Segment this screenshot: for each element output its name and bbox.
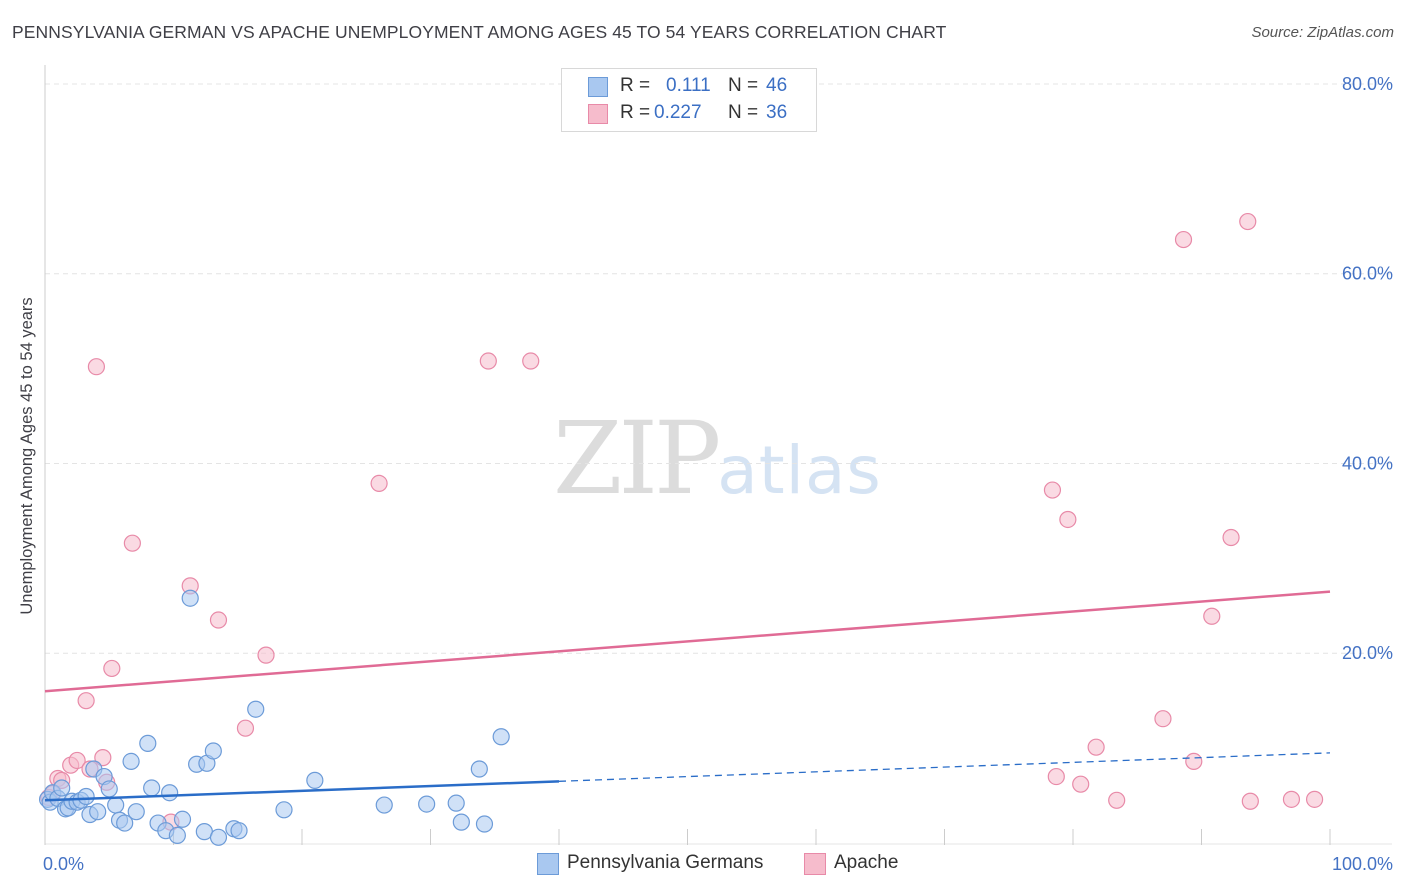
pennsylvania-germans-point xyxy=(89,803,107,821)
legend-r-value: 0.227 xyxy=(654,102,702,123)
pennsylvania-germans-point xyxy=(53,779,71,797)
pennsylvania-germans-point xyxy=(139,734,157,752)
pennsylvania-germans-point xyxy=(127,803,145,821)
apache-point xyxy=(1047,767,1065,786)
pennsylvania-germans-point xyxy=(107,796,125,814)
pennsylvania-germans-point xyxy=(77,787,95,806)
apache-point xyxy=(236,719,255,737)
y-tick-label: 40.0% xyxy=(1342,453,1393,473)
apache-point xyxy=(1087,738,1105,756)
legend-swatch-blue xyxy=(588,77,608,97)
apache-point xyxy=(87,358,106,376)
pennsylvania-germans-point xyxy=(418,795,436,813)
pennsylvania-germans-point xyxy=(204,742,222,760)
bottom-legend-swatch-pink xyxy=(804,853,826,875)
pennsylvania-germans-point xyxy=(492,728,510,746)
pennsylvania-germans-point xyxy=(143,779,161,797)
legend-n-label: N = xyxy=(728,102,759,123)
pennsylvania-germans-point xyxy=(116,814,134,832)
pennsylvania-germans-trend-extension xyxy=(558,752,1331,782)
bottom-legend-label: Pennsylvania Germans xyxy=(567,852,764,873)
apache-point xyxy=(1241,792,1259,810)
pennsylvania-germans-point xyxy=(452,813,470,831)
apache-point xyxy=(1059,510,1077,529)
apache-point xyxy=(1305,790,1324,808)
apache-point xyxy=(1203,607,1221,625)
apache-point xyxy=(209,611,228,629)
apache-point xyxy=(123,534,141,552)
apache-point xyxy=(1108,791,1126,809)
pennsylvania-germans-point xyxy=(100,780,118,798)
chart-title: PENNSYLVANIA GERMAN VS APACHE UNEMPLOYME… xyxy=(12,22,947,42)
pennsylvania-germans-point xyxy=(181,589,199,607)
x-tick-label: 100.0% xyxy=(1332,854,1393,874)
pennsylvania-germans-point xyxy=(122,752,140,771)
apache-point xyxy=(1185,752,1203,771)
legend-r-label: R = xyxy=(620,75,651,96)
apache-point xyxy=(103,659,121,678)
pennsylvania-germans-point xyxy=(173,810,192,828)
y-tick-label: 80.0% xyxy=(1342,74,1393,94)
apache-point xyxy=(479,352,497,370)
apache-point xyxy=(257,646,275,664)
legend-n-value: 36 xyxy=(766,102,788,123)
source-credit: Source: ZipAtlas.com xyxy=(1251,24,1394,41)
pennsylvania-germans-point xyxy=(161,784,179,802)
apache-point xyxy=(1072,775,1090,793)
watermark: ZIPatlas xyxy=(553,400,882,517)
apache-trend-line xyxy=(44,590,1331,693)
apache-point xyxy=(1282,790,1301,808)
apache-point xyxy=(77,692,95,710)
pennsylvania-germans-point xyxy=(375,796,393,814)
bottom-legend-swatch-blue xyxy=(537,853,559,875)
apache-point xyxy=(522,352,540,370)
pennsylvania-germans-point xyxy=(230,822,248,840)
apache-point xyxy=(68,751,86,770)
pennsylvania-germans-point xyxy=(475,815,494,833)
apache-point xyxy=(1154,710,1172,728)
legend-r-label: R = xyxy=(620,102,651,123)
pennsylvania-germans-point xyxy=(306,771,324,789)
pennsylvania-germans-point xyxy=(168,826,186,845)
bottom-legend-label: Apache xyxy=(834,852,899,873)
legend-r-value: 0.111 xyxy=(666,75,711,96)
y-tick-label: 20.0% xyxy=(1342,643,1393,663)
pennsylvania-germans-point xyxy=(470,760,488,778)
x-tick-label: 0.0% xyxy=(43,854,84,874)
legend-n-value: 46 xyxy=(766,75,788,96)
y-tick-label: 60.0% xyxy=(1342,264,1393,284)
apache-point xyxy=(94,749,112,767)
apache-point xyxy=(1239,212,1257,231)
legend-swatch-pink xyxy=(588,104,608,124)
stats-legend: R = 0.111 N = 46 R = 0.227 N = 36 xyxy=(561,68,817,132)
apache-point xyxy=(1222,528,1240,547)
watermark-atlas: atlas xyxy=(717,432,882,509)
pennsylvania-germans-point xyxy=(275,801,293,819)
pennsylvania-germans-point xyxy=(209,828,228,846)
apache-point xyxy=(1043,481,1062,499)
apache-point xyxy=(1174,230,1193,249)
watermark-zip: ZIP xyxy=(553,400,721,517)
legend-n-label: N = xyxy=(728,75,759,96)
apache-point xyxy=(370,474,388,493)
pennsylvania-germans-point xyxy=(247,700,265,718)
pennsylvania-germans-point xyxy=(447,794,465,812)
pennsylvania-germans-trend-line xyxy=(44,780,560,802)
